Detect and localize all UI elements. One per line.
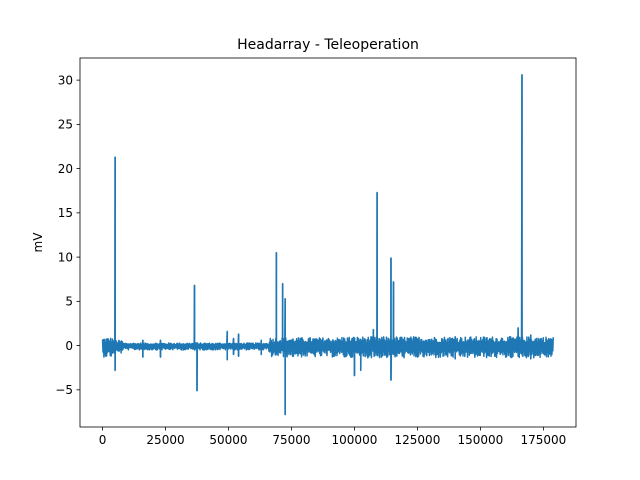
y-tick-label: 25 [58,118,73,132]
chart-title: Headarray - Teleoperation [237,37,419,53]
plot-area [80,58,576,427]
axes-frame [79,57,577,428]
y-tick-label: 30 [58,73,73,87]
x-tick-label: 50000 [209,433,247,447]
x-tick-label: 125000 [395,433,441,447]
y-tick-label: 20 [58,162,73,176]
x-tick-label: 25000 [146,433,184,447]
x-tick-label: 175000 [520,433,566,447]
x-tick-label: 100000 [332,433,378,447]
y-tick-label: 0 [65,339,73,353]
series-line [101,74,554,416]
axes-layer: 0 25000 50000 75000 100000 125000 150000 175000… [55,57,577,447]
x-tick-label: 0 [99,433,107,447]
y-tick-label: 15 [58,206,73,220]
x-tick-label: 150000 [457,433,503,447]
y-axis-title: mV [31,232,45,253]
series-layer [101,74,554,416]
y-tick-label: 5 [65,295,73,309]
y-tick-label: 10 [58,250,73,264]
x-tick-label: 75000 [272,433,310,447]
y-tick-label: −5 [55,383,73,397]
